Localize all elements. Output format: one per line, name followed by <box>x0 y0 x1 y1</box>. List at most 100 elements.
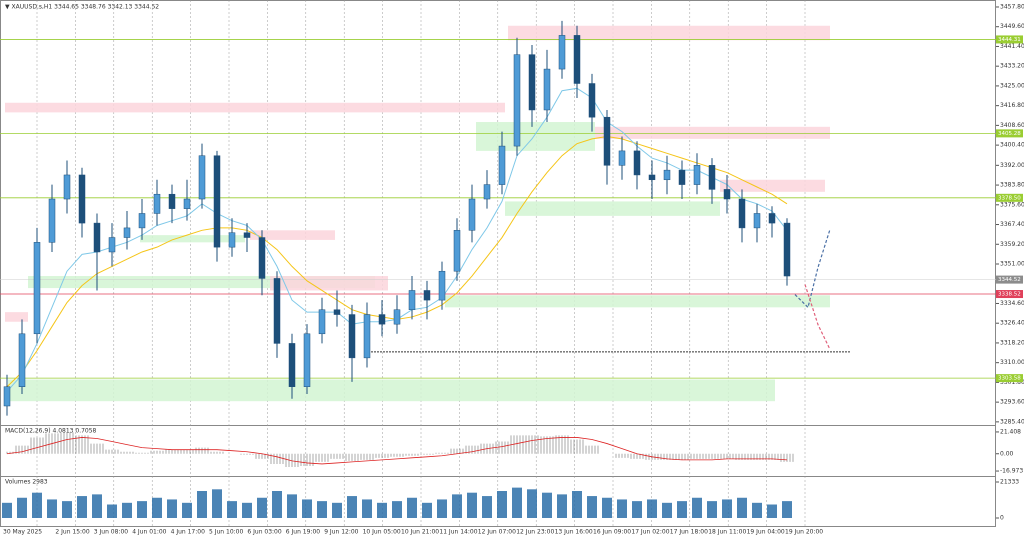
volume-bar <box>392 501 402 519</box>
candle-body <box>783 222 791 277</box>
candle-body <box>273 278 281 344</box>
zone <box>250 230 335 240</box>
candle-body <box>663 169 671 181</box>
candle-body <box>48 198 56 243</box>
y-tick-label: 3457.80 <box>1000 3 1024 10</box>
candle-body <box>483 184 491 200</box>
candle-body <box>333 309 341 315</box>
volume-bar <box>497 490 507 519</box>
candle-body <box>588 83 596 118</box>
y-tick-label: 3301.80 <box>1000 379 1024 386</box>
candle-body <box>408 290 416 310</box>
x-tick-label: 4 Jun 01:00 <box>132 529 166 536</box>
price-tag-label: 3405.28 <box>998 131 1021 137</box>
candle-body <box>318 309 326 335</box>
volume-bar <box>737 497 747 519</box>
volume-bar <box>632 501 642 519</box>
candle-body <box>678 169 686 185</box>
x-tick-label: 11 Jun 14:00 <box>439 529 477 536</box>
price-tag-label: 3338.52 <box>998 292 1021 298</box>
x-tick-label: 12 Jun 23:00 <box>516 529 554 536</box>
candle-body <box>528 54 536 111</box>
y-tick-label: 3400.40 <box>1000 142 1024 149</box>
volume-bar <box>317 501 327 519</box>
candle-body <box>123 227 131 238</box>
volume-bar <box>437 499 447 519</box>
volume-bar <box>662 502 672 519</box>
volume-bar <box>17 497 27 519</box>
volume-bar <box>47 499 57 519</box>
candle-body <box>423 290 431 301</box>
y-tick-label: -16.973 <box>1000 468 1023 475</box>
candle-body <box>258 237 266 279</box>
volume-bar <box>122 502 132 519</box>
volume-bar <box>362 499 372 519</box>
zone <box>5 312 28 322</box>
volume-bar <box>572 490 582 519</box>
candle-body <box>543 68 551 111</box>
chart-header: ▼ XAUUSD.s,H1 3344.65 3348.76 3342.13 33… <box>5 4 159 11</box>
y-tick-label: 3425.00 <box>1000 82 1024 89</box>
volume-bar <box>782 501 792 519</box>
candle-body <box>768 213 776 224</box>
x-tick-label: 9 Jun 12:00 <box>324 529 358 536</box>
candle-body <box>198 155 206 200</box>
volume-bar <box>407 497 417 519</box>
y-tick-label: 3408.60 <box>1000 122 1024 129</box>
candle-body <box>738 198 746 229</box>
y-tick-label: 21.408 <box>1000 428 1021 435</box>
zone <box>270 276 388 291</box>
volume-bar <box>467 492 477 519</box>
candle-body <box>513 54 521 147</box>
y-tick-label: 3318.20 <box>1000 339 1024 346</box>
candle-body <box>438 270 446 301</box>
volume-bar <box>722 499 732 519</box>
candle-body <box>18 333 26 387</box>
volume-bar <box>527 489 537 519</box>
y-tick-label: 3293.60 <box>1000 399 1024 406</box>
x-tick-label: 10 Jun 05:00 <box>363 529 401 536</box>
volume-bar <box>617 499 627 519</box>
candle-body <box>138 213 146 229</box>
candle-body <box>303 333 311 387</box>
forecast-path <box>804 284 831 350</box>
x-tick-label: 3 Jun 08:00 <box>94 529 128 536</box>
y-tick-label: 0 <box>1000 515 1004 522</box>
candle-body <box>3 386 11 407</box>
candle-body <box>573 35 581 84</box>
candle-body <box>633 150 641 176</box>
y-tick-label: 0.00 <box>1000 450 1014 457</box>
price-tag-label: 3344.52 <box>998 277 1021 283</box>
candle-body <box>558 35 566 70</box>
x-tick-label: 19 Jun 04:00 <box>747 529 785 536</box>
volume-bar <box>332 502 342 519</box>
candle-body <box>78 174 86 224</box>
volume-bar <box>77 496 87 519</box>
x-tick-label: 17 Jun 02:00 <box>631 529 669 536</box>
zone <box>445 295 830 308</box>
volume-bar <box>137 501 147 519</box>
candle-body <box>723 189 731 200</box>
candle-body <box>63 174 71 200</box>
volume-bar <box>677 501 687 519</box>
price-tag-label: 3378.50 <box>998 195 1021 201</box>
candle-body <box>648 174 656 181</box>
candle-body <box>453 230 461 272</box>
x-tick-label: 6 Jun 03:00 <box>247 529 281 536</box>
candle-body <box>108 237 116 253</box>
candle-body <box>183 198 191 209</box>
price-tag <box>996 290 1023 299</box>
y-tick-label: 3383.80 <box>1000 182 1024 189</box>
volume-bar <box>257 497 267 519</box>
x-tick-label: 30 May 2025 <box>3 529 42 536</box>
volume-bar <box>197 490 207 519</box>
y-tick-label: 3416.80 <box>1000 102 1024 109</box>
price-tag <box>996 35 1023 44</box>
volume-bar <box>752 502 762 519</box>
volume-label: Volumes 2983 <box>5 479 48 486</box>
volume-bar <box>107 504 117 519</box>
y-tick-label: 21333 <box>1000 479 1019 486</box>
candle-body <box>348 314 356 359</box>
candle-body <box>378 314 386 325</box>
